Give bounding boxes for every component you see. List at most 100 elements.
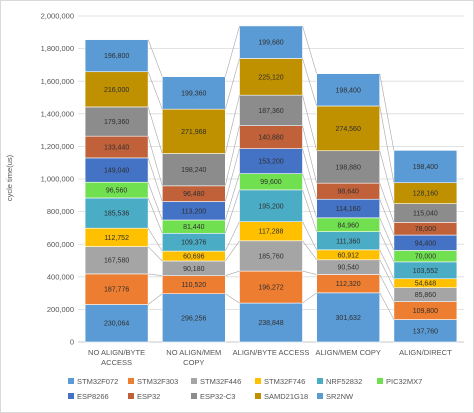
series-connector	[225, 95, 240, 154]
bar-segment	[84, 157, 149, 183]
data-label: 112,320	[336, 281, 361, 288]
y-axis-label: cycle time(us)	[5, 154, 14, 201]
bar-segment	[239, 240, 303, 272]
series-connector	[225, 25, 240, 77]
data-label: 230,064	[104, 321, 129, 328]
series-connector	[302, 95, 317, 151]
y-tick-label: 1,800,000	[41, 44, 74, 53]
series-connector	[148, 273, 163, 276]
legend-label: ESP8266	[77, 392, 109, 401]
data-label: 84,960	[337, 222, 359, 229]
data-label: 301,632	[336, 315, 361, 322]
data-label: 198,400	[336, 87, 361, 94]
category-label: NO ALIGN/MEM	[166, 348, 221, 357]
legend-label: ESP32	[137, 392, 160, 401]
legend-label: STM32F303	[137, 377, 178, 386]
series-connector	[302, 221, 317, 250]
bar-segment	[239, 148, 303, 174]
series-connector	[225, 125, 240, 186]
data-label: 78,000	[415, 226, 437, 233]
legend-swatch	[255, 393, 261, 399]
bar-segment	[162, 153, 226, 187]
series-connector	[302, 148, 317, 200]
y-axis-ticks: 0 200,000 400,000 600,000 800,000 1,000,000 1,…	[41, 12, 74, 347]
series-connector	[225, 293, 240, 304]
data-label: 199,360	[181, 90, 206, 97]
data-label: 60,696	[183, 254, 205, 261]
category-label: COPY	[183, 358, 204, 367]
bar-segment	[393, 150, 458, 184]
series-connector	[379, 249, 395, 279]
legend-swatch	[128, 378, 134, 384]
series-connector	[379, 274, 395, 302]
data-label: 196,800	[104, 53, 129, 60]
data-label: 96,480	[183, 191, 205, 198]
data-label: 140,880	[258, 135, 283, 142]
bar-segment	[162, 76, 226, 110]
legend-swatch	[191, 378, 197, 384]
legend-label: STM32F072	[77, 377, 118, 386]
series-connector	[379, 259, 395, 288]
legend-label: STM32F446	[200, 377, 241, 386]
data-label: 185,760	[258, 253, 283, 260]
data-label: 296,256	[181, 315, 206, 322]
data-label: 54,648	[415, 281, 437, 288]
bar-segment	[239, 302, 303, 343]
series-connector	[147, 106, 163, 154]
data-label: 96,560	[106, 188, 128, 195]
series-connector	[225, 270, 240, 276]
series-connector	[225, 189, 240, 234]
y-tick-label: 1,600,000	[41, 77, 74, 86]
series-connector	[147, 293, 163, 305]
data-label: 128,160	[413, 191, 438, 198]
series-connector	[147, 246, 163, 262]
data-label: 117,288	[259, 229, 284, 236]
y-tick-label: 200,000	[47, 305, 74, 314]
data-label: 110,520	[181, 282, 206, 289]
data-label: 115,040	[413, 210, 438, 217]
y-tick-label: 1,400,000	[41, 109, 74, 118]
legend-swatch	[128, 393, 134, 399]
data-label: 90,540	[337, 265, 359, 272]
category-label: ACCESS	[101, 358, 132, 367]
data-label: 198,880	[336, 164, 361, 171]
data-label: 199,680	[258, 40, 283, 47]
data-label: 185,536	[104, 211, 129, 218]
data-label: 274,560	[336, 126, 361, 133]
data-label: 98,640	[337, 189, 359, 196]
y-tick-label: 1,000,000	[41, 175, 74, 184]
data-label: 109,800	[413, 308, 438, 315]
data-label: 198,240	[181, 167, 206, 174]
data-label: 94,400	[415, 240, 437, 247]
bar-segment	[239, 58, 303, 96]
legend-swatch	[68, 393, 74, 399]
category-label: NO ALIGN/BYTE	[88, 348, 145, 357]
bar-segment	[84, 304, 149, 343]
data-label: 195,200	[258, 203, 283, 210]
legend-label: PIC32MX7	[386, 377, 422, 386]
series-connector	[147, 182, 163, 221]
series-connector	[379, 73, 395, 151]
data-label: 198,400	[413, 164, 438, 171]
data-label: 238,848	[258, 320, 283, 327]
legend-swatch	[68, 378, 74, 384]
data-label: 187,360	[258, 108, 283, 115]
series-connector	[147, 197, 163, 234]
bar-segment	[162, 108, 226, 154]
legend: STM32F072 STM32F303 STM32F446 STM32F746 NRF5…	[68, 377, 422, 401]
legend-label: SR2NW	[326, 392, 354, 401]
series-connector	[147, 157, 163, 202]
series-connector	[379, 292, 395, 320]
data-label: 133,440	[104, 145, 129, 152]
series-connector	[379, 199, 395, 236]
series-connector	[302, 25, 317, 74]
bar-segment	[316, 73, 381, 107]
data-label: 114,160	[336, 206, 361, 213]
data-label: 196,272	[258, 285, 283, 292]
legend-swatch	[317, 393, 323, 399]
data-label: 90,180	[183, 266, 205, 273]
data-label: 81,440	[183, 224, 205, 231]
bars: 230,064 187,776 167,580 112,752 185,536 96,56…	[84, 25, 458, 343]
